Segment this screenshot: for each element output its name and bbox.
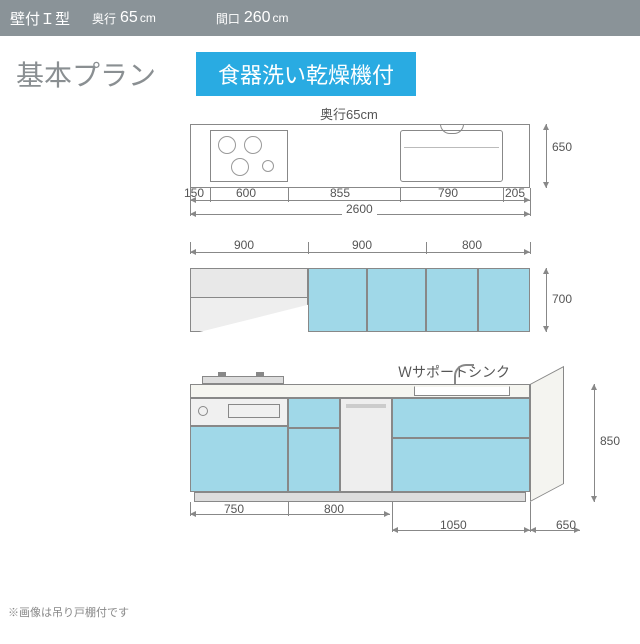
width-value: 260 xyxy=(244,9,271,27)
knob-icon xyxy=(256,372,264,376)
burner-icon xyxy=(218,136,236,154)
dim-seg-2: 855 xyxy=(330,186,350,200)
width-label: 間口 xyxy=(216,10,240,27)
dim-650: 650 xyxy=(552,140,572,154)
dishwasher-panel xyxy=(340,398,392,492)
footnote: ※画像は吊り戸棚付です xyxy=(8,604,129,620)
diagram-area: 奥行65cm 650 150 600 855 790 205 2600 900 … xyxy=(0,104,640,644)
upper-dim-0: 900 xyxy=(234,238,254,252)
dim-arrow-650 xyxy=(546,124,547,188)
knob-icon xyxy=(198,406,208,416)
cooktop-side xyxy=(202,376,284,384)
upper-door xyxy=(478,268,530,332)
upper-door xyxy=(308,268,367,332)
depth-unit: cm xyxy=(140,11,156,25)
dim-total: 2600 xyxy=(342,202,377,216)
burner-icon xyxy=(231,158,249,176)
dim-arrow-850 xyxy=(594,384,595,502)
dim-850: 850 xyxy=(600,434,620,448)
width-unit: cm xyxy=(273,11,289,25)
base-drawer xyxy=(190,426,288,492)
dim-depth-650: 650 xyxy=(556,518,576,532)
burner-small-icon xyxy=(262,160,274,172)
depth-label: 奥行 xyxy=(92,10,116,27)
range-hood-slope xyxy=(190,298,308,332)
oven-window xyxy=(228,404,280,418)
upper-door xyxy=(426,268,478,332)
toe-kick xyxy=(194,492,526,502)
upper-dim-1: 900 xyxy=(352,238,372,252)
depth-label-top: 奥行65cm xyxy=(320,104,378,123)
dim-seg-0: 150 xyxy=(184,186,204,200)
burner-icon xyxy=(244,136,262,154)
faucet-side-icon xyxy=(454,364,474,384)
upper-dim-2: 800 xyxy=(462,238,482,252)
plan-title: 基本プラン xyxy=(16,54,156,94)
dishwasher-handle xyxy=(346,404,386,408)
sink-ledge xyxy=(404,134,499,148)
dim-700: 700 xyxy=(552,292,572,306)
lower-dim-3: 1050 xyxy=(440,518,467,532)
base-drawer xyxy=(392,398,530,438)
lower-dim-1: 800 xyxy=(324,502,344,516)
base-drawer xyxy=(288,428,340,492)
dim-seg-1: 600 xyxy=(236,186,256,200)
dim-seg-4: 205 xyxy=(505,186,525,200)
lower-dim-0: 750 xyxy=(224,502,244,516)
side-panel xyxy=(530,366,564,502)
base-drawer xyxy=(288,398,340,428)
knob-icon xyxy=(218,372,226,376)
base-drawer xyxy=(392,438,530,492)
sink-basin xyxy=(414,386,510,396)
spec-header: 壁付Ｉ型 奥行 65 cm 間口 260 cm xyxy=(0,0,640,36)
depth-value: 65 xyxy=(120,9,138,27)
range-hood xyxy=(190,268,308,298)
type-label: 壁付Ｉ型 xyxy=(10,8,70,29)
title-row: 基本プラン 食器洗い乾燥機付 xyxy=(0,36,640,104)
upper-door xyxy=(367,268,426,332)
dim-seg-3: 790 xyxy=(438,186,458,200)
feature-badge: 食器洗い乾燥機付 xyxy=(196,52,416,96)
dim-arrow-700 xyxy=(546,268,547,332)
